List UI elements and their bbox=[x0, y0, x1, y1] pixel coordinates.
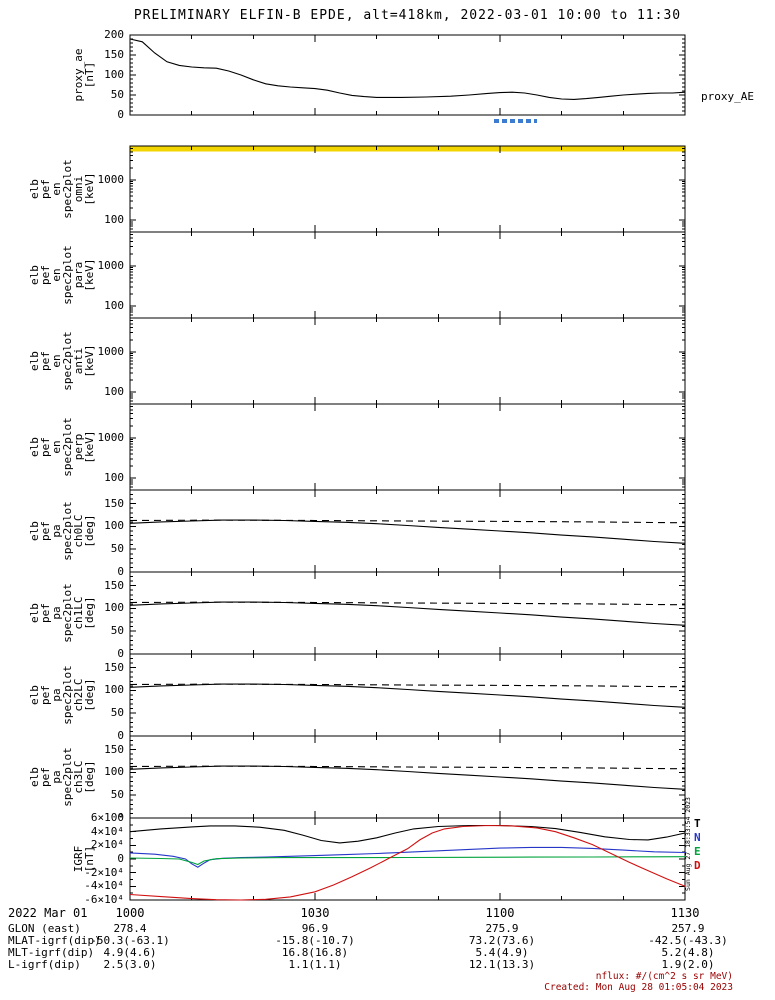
series-pa_ch1lc-antilosscone bbox=[129, 601, 686, 606]
y-tick-label-pa_ch2lc: 0 bbox=[117, 729, 124, 742]
y-axis-label-spec_perp: elb pef en spec2plot perp [keV] bbox=[28, 417, 96, 477]
y-tick-label-spec_para: 100 bbox=[104, 298, 124, 312]
row-value: 257.9 bbox=[671, 922, 705, 935]
legend-E: E bbox=[694, 845, 701, 858]
row-value: 1.1(1.1) bbox=[288, 958, 342, 971]
y-tick-label-igrf: -4×10⁴ bbox=[84, 879, 124, 893]
series-igrf-E bbox=[129, 856, 686, 866]
y-tick-label-pa_ch3lc: 100 bbox=[104, 765, 124, 779]
y-tick-label-proxy_ae: 100 bbox=[104, 68, 124, 81]
row-value: 5.4(4.9) bbox=[475, 946, 529, 959]
row-value: 16.8(16.8) bbox=[281, 946, 349, 959]
y-tick-label-spec_para: 1000 bbox=[97, 258, 125, 272]
row-value: 5.2(4.8) bbox=[661, 946, 715, 959]
legend-T: T bbox=[694, 817, 701, 830]
nflux-units-label: nflux: #/(cm^2 s sr MeV) bbox=[595, 971, 733, 982]
y-tick-label-pa_ch0lc: 0 bbox=[117, 565, 124, 578]
row-value: 73.2(73.6) bbox=[468, 934, 536, 947]
series-pa_ch3lc-losscone bbox=[129, 765, 686, 790]
x-tick-label-1130: 1130 bbox=[670, 906, 700, 920]
row-label-mlt: MLT-igrf(dip) bbox=[8, 946, 95, 959]
legend-N: N bbox=[694, 831, 701, 844]
series-pa_ch0lc-antilosscone bbox=[129, 519, 686, 524]
y-tick-label-spec_anti: 100 bbox=[104, 384, 124, 398]
proxy-ae-right-label: proxy_AE bbox=[701, 90, 754, 103]
y-axis-label-igrf: IGRF [nT] bbox=[72, 845, 96, 873]
y-tick-label-pa_ch3lc: 150 bbox=[104, 742, 124, 756]
row-label-glon: GLON (east) bbox=[8, 922, 81, 935]
y-tick-label-igrf: 6×10⁴ bbox=[90, 811, 124, 824]
y-tick-label-pa_ch2lc: 150 bbox=[104, 660, 124, 674]
row-value: 12.1(13.3) bbox=[468, 958, 536, 971]
y-axis-label-proxy_ae: proxy_ae [nT] bbox=[72, 48, 96, 102]
created-timestamp: Created: Mon Aug 28 01:05:04 2023 bbox=[544, 982, 733, 993]
row-value: -50.3(-63.1) bbox=[90, 934, 170, 947]
y-tick-label-spec_anti: 1000 bbox=[97, 344, 125, 358]
y-tick-label-pa_ch3lc: 0 bbox=[117, 811, 124, 824]
row-label-mlat: MLAT-igrf(dip) bbox=[8, 934, 101, 947]
page-title: PRELIMINARY ELFIN-B EPDE, alt=418km, 202… bbox=[133, 8, 682, 23]
row-value: 278.4 bbox=[113, 922, 147, 935]
x-tick-label-1030: 1030 bbox=[300, 906, 330, 920]
y-tick-label-igrf: -6×10⁴ bbox=[84, 893, 124, 906]
y-axis-label-pa_ch0lc: elb pef pa spec2plot ch0LC [deg] bbox=[28, 501, 96, 561]
y-axis-label-pa_ch3lc: elb pef pa spec2plot ch3LC [deg] bbox=[28, 747, 96, 807]
series-proxy_ae-proxy_AE bbox=[129, 38, 686, 100]
x-axis-date-label: 2022 Mar 01 bbox=[8, 906, 88, 920]
series-igrf-D bbox=[129, 824, 686, 901]
y-tick-label-spec_perp: 1000 bbox=[97, 430, 125, 444]
series-pa_ch1lc-losscone bbox=[129, 601, 686, 626]
row-value: 4.9(4.6) bbox=[103, 946, 157, 959]
series-pa_ch2lc-antilosscone bbox=[129, 683, 686, 688]
series-igrf-T bbox=[129, 824, 686, 844]
data-availability-bar bbox=[493, 119, 537, 123]
y-tick-label-pa_ch2lc: 50 bbox=[110, 706, 124, 720]
series-pa_ch0lc-losscone bbox=[129, 519, 686, 544]
y-tick-label-pa_ch0lc: 150 bbox=[104, 496, 124, 510]
side-timestamp: Sun Aug 27 18:33:54 2023 bbox=[684, 797, 692, 891]
y-tick-label-pa_ch3lc: 50 bbox=[110, 788, 124, 802]
row-value: -42.5(-43.3) bbox=[648, 934, 728, 947]
y-tick-label-proxy_ae: 200 bbox=[104, 28, 124, 41]
row-value: 1.9(2.0) bbox=[661, 958, 715, 971]
y-tick-label-igrf: 0 bbox=[117, 852, 124, 865]
row-value: 96.9 bbox=[301, 922, 329, 935]
y-tick-label-proxy_ae: 50 bbox=[110, 88, 124, 101]
y-tick-label-spec_perp: 100 bbox=[104, 470, 124, 484]
y-tick-label-spec_omni: 100 bbox=[104, 212, 124, 226]
y-tick-label-pa_ch2lc: 100 bbox=[104, 683, 124, 697]
y-tick-label-pa_ch1lc: 150 bbox=[104, 578, 124, 592]
y-axis-label-pa_ch1lc: elb pef pa spec2plot ch1LC [deg] bbox=[28, 583, 96, 643]
y-axis-label-spec_para: elb pef en spec2plot para [keV] bbox=[28, 245, 96, 305]
x-tick-label-1100: 1100 bbox=[485, 906, 515, 920]
legend-D: D bbox=[694, 859, 701, 872]
series-pa_ch2lc-losscone bbox=[129, 683, 686, 708]
y-tick-label-pa_ch1lc: 100 bbox=[104, 601, 124, 615]
y-tick-label-pa_ch1lc: 0 bbox=[117, 647, 124, 660]
y-tick-label-proxy_ae: 0 bbox=[117, 108, 124, 121]
series-igrf-N bbox=[129, 846, 686, 868]
y-tick-label-pa_ch0lc: 50 bbox=[110, 542, 124, 556]
y-tick-label-igrf: -2×10⁴ bbox=[84, 865, 124, 879]
row-value: 2.5(3.0) bbox=[103, 958, 157, 971]
row-label-lshell: L-igrf(dip) bbox=[8, 958, 81, 971]
y-axis-label-spec_anti: elb pef en spec2plot anti [keV] bbox=[28, 331, 96, 391]
y-tick-label-igrf: 4×10⁴ bbox=[90, 824, 124, 838]
y-tick-label-proxy_ae: 150 bbox=[104, 48, 124, 61]
series-pa_ch3lc-antilosscone bbox=[129, 765, 686, 770]
row-value: 275.9 bbox=[485, 922, 519, 935]
row-value: -15.8(-10.7) bbox=[275, 934, 355, 947]
y-tick-label-pa_ch1lc: 50 bbox=[110, 624, 124, 638]
y-tick-label-pa_ch0lc: 100 bbox=[104, 519, 124, 533]
y-axis-label-pa_ch2lc: elb pef pa spec2plot ch2LC [deg] bbox=[28, 665, 96, 725]
saturation-bar bbox=[130, 146, 685, 152]
y-tick-label-igrf: 2×10⁴ bbox=[90, 838, 124, 852]
x-tick-label-1000: 1000 bbox=[115, 906, 145, 920]
y-tick-label-spec_omni: 1000 bbox=[97, 172, 125, 186]
y-axis-label-spec_omni: elb pef en spec2plot omni [keV] bbox=[28, 159, 96, 219]
